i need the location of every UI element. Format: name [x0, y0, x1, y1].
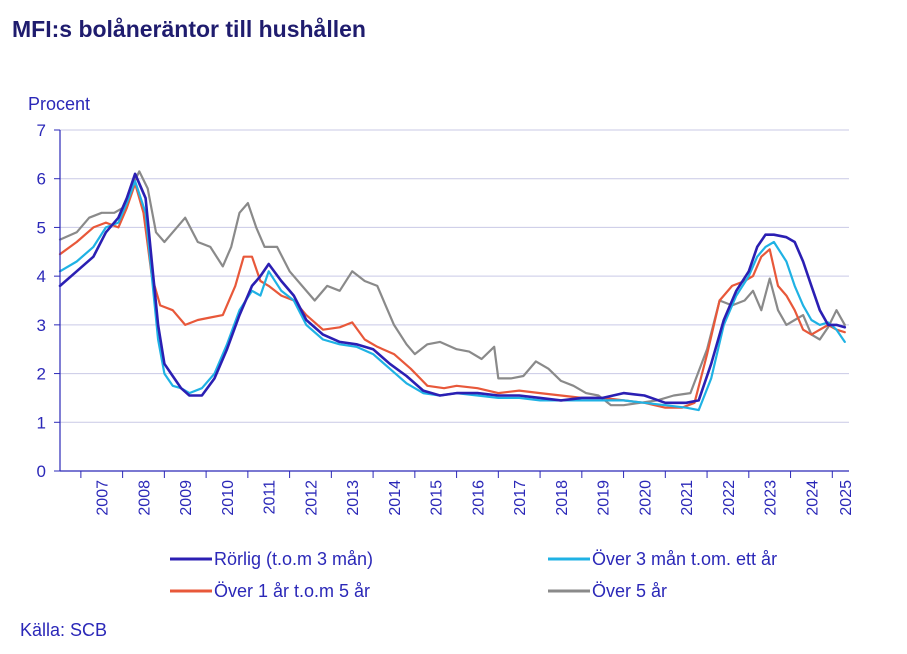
x-tick-label: 2020 — [637, 480, 654, 516]
y-tick-label: 6 — [37, 170, 46, 189]
x-tick-label: 2024 — [804, 480, 821, 516]
x-tick-label: 2022 — [721, 480, 738, 516]
y-tick-label: 4 — [37, 267, 46, 286]
y-tick-label: 1 — [37, 413, 46, 432]
x-tick-label: 2013 — [345, 480, 362, 516]
x-tick-label: 2007 — [95, 480, 112, 516]
x-tick-label: 2021 — [679, 480, 696, 516]
x-tick-label: 2019 — [596, 480, 613, 516]
legend-label-0: Rörlig (t.o.m 3 mån) — [214, 549, 373, 569]
x-tick-label: 2008 — [136, 480, 153, 516]
legend-label-2: Över 1 år t.o.m 5 år — [214, 581, 370, 601]
y-tick-label: 7 — [37, 121, 46, 140]
y-tick-label: 0 — [37, 462, 46, 481]
x-tick-label: 2015 — [429, 480, 446, 516]
x-tick-label: 2009 — [178, 480, 195, 516]
y-tick-label: 2 — [37, 365, 46, 384]
legend-label-3: Över 5 år — [592, 581, 667, 601]
axes — [59, 130, 849, 478]
x-tick-labels: 2007 2008 2009 2010 2011 2012 2013 2014 2015 2016… — [95, 480, 855, 516]
legend: Rörlig (t.o.m 3 mån) Över 3 mån t.om. ett… — [170, 549, 777, 601]
x-tick-label: 2012 — [303, 480, 320, 516]
x-tick-label: 2023 — [763, 480, 780, 516]
series-line-3 — [58, 170, 846, 407]
x-tick-label: 2017 — [512, 480, 529, 516]
legend-label-1: Över 3 mån t.om. ett år — [592, 549, 777, 569]
x-tick-label: 2018 — [554, 480, 571, 516]
y-tick-labels: 0 1 2 3 4 5 6 7 — [37, 121, 60, 481]
chart-title: MFI:s bolåneräntor till hushållen — [12, 16, 366, 42]
y-tick-label: 3 — [37, 316, 46, 335]
y-axis-label: Procent — [28, 94, 90, 114]
series-lines — [58, 170, 847, 412]
x-tick-label: 2016 — [470, 480, 487, 516]
y-tick-label: 5 — [37, 218, 46, 237]
series-line-0 — [58, 172, 847, 405]
x-tick-label: 2010 — [220, 480, 237, 516]
series-line-2 — [58, 182, 846, 409]
source-note: Källa: SCB — [20, 620, 108, 640]
series-line-1 — [58, 180, 846, 412]
gridlines — [60, 129, 849, 423]
x-tick-label: 2025 — [838, 480, 855, 516]
x-tick-label: 2014 — [387, 480, 404, 516]
x-tick-label: 2011 — [262, 480, 279, 515]
